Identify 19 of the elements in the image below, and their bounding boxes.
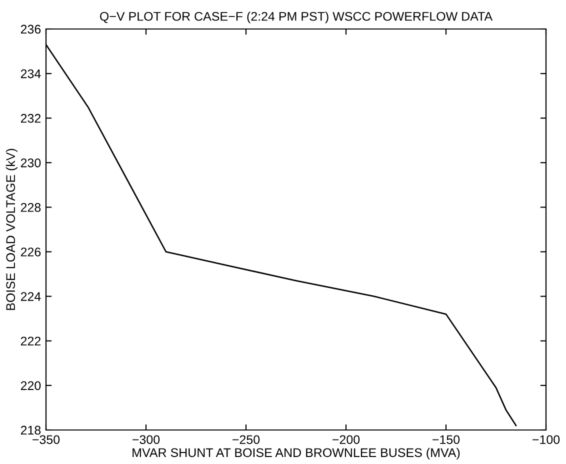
y-axis-title: BOISE LOAD VOLTAGE (kV)	[6, 148, 18, 310]
y-tick-label: 228	[20, 203, 41, 212]
y-tick-label: 232	[20, 114, 41, 123]
y-tick-label: 226	[20, 248, 41, 256]
x-tick-label: −150	[432, 435, 460, 444]
x-tick-label: −200	[332, 435, 360, 444]
y-tick-label: 230	[20, 158, 41, 168]
y-tick-label: 218	[20, 426, 41, 435]
y-tick-label: 236	[20, 24, 41, 34]
x-tick-label: −350	[32, 435, 60, 444]
y-tick-label: 224	[20, 292, 41, 301]
y-tick-label: 222	[20, 336, 41, 346]
x-tick-label: −100	[532, 435, 560, 444]
x-tick-label: −250	[232, 435, 260, 444]
x-axis-title: MVAR SHUNT AT BOISE AND BROWNLEE BUSES (MVA)	[132, 448, 460, 460]
y-tick-label: 220	[20, 381, 41, 390]
chart-title: Q−V PLOT FOR CASE−F (2:24 PM PST) WSCC POWERFLOW DATA	[100, 12, 493, 24]
x-tick-label: −300	[132, 435, 160, 444]
y-tick-label: 234	[20, 69, 41, 78]
